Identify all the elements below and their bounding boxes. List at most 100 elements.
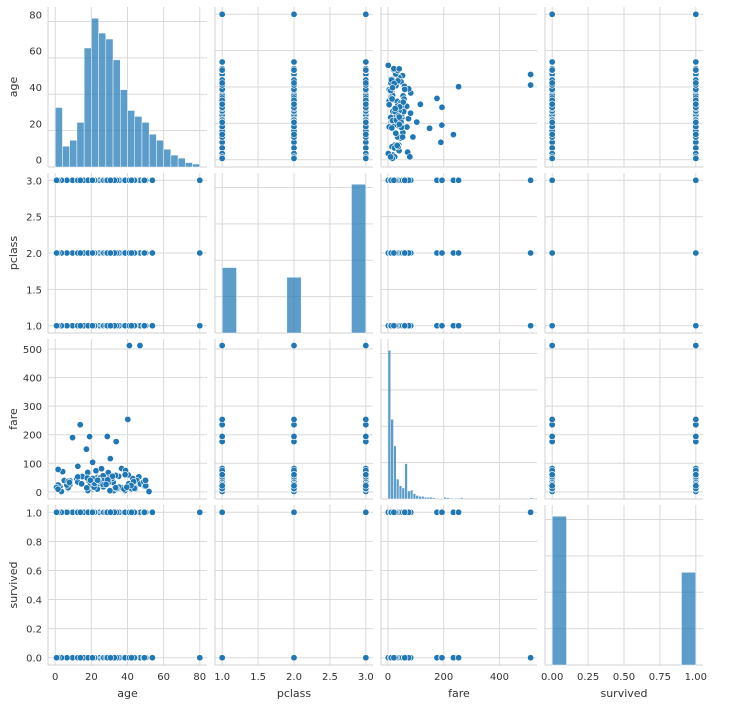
point-fare-vs-pclass-176: [362, 482, 370, 490]
hist-bar-fare-1: [390, 419, 394, 500]
point-pclass-vs-fare-38: [455, 322, 463, 330]
panel-survived-vs-age: [47, 505, 207, 666]
xtick-label-pclass: 2.0: [286, 672, 302, 683]
hist-bar-fare-13: [423, 496, 428, 500]
point-age-vs-pclass-119: [290, 154, 298, 162]
point-age-vs-pclass-67: [218, 58, 226, 66]
point-survived-vs-fare-38: [455, 654, 463, 662]
point-fare-vs-age-32: [69, 434, 77, 442]
point-age-vs-pclass-69: [218, 118, 226, 126]
point-pclass-vs-fare-119: [438, 249, 446, 257]
point-pclass-vs-age-203: [140, 176, 148, 184]
point-age-vs-pclass-203: [362, 66, 370, 74]
point-fare-vs-pclass-54: [218, 482, 226, 490]
point-pclass-vs-fare-121: [527, 249, 535, 257]
panel-survived-vs-survived: [544, 505, 703, 666]
hist-bar-fare-4: [398, 485, 403, 500]
hist-bar-fare-0: [387, 349, 392, 500]
point-fare-vs-pclass-99: [290, 415, 298, 423]
point-pclass-vs-fare-60: [527, 322, 535, 330]
point-pclass-vs-age-133: [128, 249, 136, 257]
point-fare-vs-age-97: [83, 484, 91, 492]
hist-bar-fare-12: [421, 496, 425, 500]
point-fare-vs-pclass-59: [218, 471, 226, 479]
point-fare-vs-age-105: [54, 465, 62, 473]
point-fare-vs-survived-119: [692, 432, 700, 440]
panel-survived-vs-pclass: [214, 505, 373, 666]
hist-bar-pclass-0: [221, 267, 237, 334]
point-fare-vs-survived-121: [692, 342, 700, 350]
point-age-vs-fare-7: [416, 100, 424, 108]
point-pclass-vs-age-61: [140, 322, 148, 330]
hist-bar-age-14: [156, 139, 164, 168]
hist-bar-age-16: [170, 154, 179, 168]
point-fare-vs-pclass-181: [362, 471, 370, 479]
hist-bar-pclass-2: [351, 183, 367, 334]
xtick-label-fare: 400: [490, 672, 509, 683]
point-fare-vs-age-27: [74, 462, 82, 470]
panel-age-vs-pclass: [214, 7, 373, 168]
point-age-vs-pclass-204: [362, 79, 370, 87]
ytick-label-fare: 200: [23, 431, 42, 442]
point-survived-vs-pclass-2: [290, 654, 298, 662]
point-survived-vs-age-133: [128, 508, 136, 516]
point-fare-vs-age-117: [65, 478, 73, 486]
point-pclass-vs-fare-115: [390, 249, 398, 257]
point-fare-vs-age-121: [136, 342, 144, 350]
yaxis-label-pclass: pclass: [7, 236, 20, 271]
hist-bar-fare-2: [393, 445, 397, 500]
yaxis-label-fare: fare: [7, 408, 20, 430]
point-pclass-vs-age-64: [106, 322, 114, 330]
yaxis-label-survived: survived: [7, 561, 20, 608]
point-age-vs-fare-120: [527, 81, 535, 89]
point-pclass-vs-age-62: [128, 322, 136, 330]
point-age-vs-survived-69: [548, 118, 556, 126]
point-age-vs-fare-99: [413, 118, 421, 126]
point-fare-vs-pclass-121: [290, 342, 298, 350]
point-survived-vs-fare-99: [455, 508, 463, 516]
hist-bar-age-3: [76, 122, 85, 168]
hist-bar-fare-6: [404, 463, 408, 500]
xtick-label-pclass: 3.0: [358, 672, 374, 683]
point-age-vs-survived-70: [548, 10, 556, 18]
point-survived-vs-age-69: [88, 654, 96, 662]
hist-bar-age-11: [134, 116, 143, 168]
point-survived-vs-age-67: [148, 654, 156, 662]
xtick-label-age: 60: [157, 672, 170, 683]
xtick-label-survived: 1.00: [685, 672, 707, 683]
xaxis-label-survived: survived: [600, 687, 647, 700]
point-age-vs-fare-53: [407, 109, 415, 117]
point-fare-vs-survived-60: [548, 342, 556, 350]
point-age-vs-survived-135: [692, 100, 700, 108]
hist-bar-age-4: [83, 47, 92, 168]
ytick-label-survived: 0.0: [26, 654, 42, 665]
ytick-label-age: 60: [29, 47, 42, 58]
point-pclass-vs-age-48: [53, 322, 61, 330]
point-age-vs-pclass-138: [290, 58, 298, 66]
panel-fare-vs-age: [47, 339, 207, 500]
point-age-vs-pclass-206: [362, 100, 370, 108]
point-pclass-vs-survived-5: [692, 176, 700, 184]
point-pclass-vs-age-135: [106, 249, 114, 257]
point-pclass-vs-age-204: [128, 176, 136, 184]
hist-bar-fare-22: [460, 497, 464, 500]
point-age-vs-pclass-190: [362, 154, 370, 162]
ytick-label-fare: 500: [23, 345, 42, 356]
point-age-vs-pclass-141: [290, 10, 298, 18]
point-fare-vs-pclass-58: [218, 432, 226, 440]
point-age-vs-fare-37: [392, 129, 400, 137]
hist-bar-fare-23: [529, 497, 534, 500]
point-pclass-vs-age-141: [196, 249, 204, 257]
point-fare-vs-age-120: [125, 342, 133, 350]
xtick-label-survived: 0.25: [577, 672, 599, 683]
point-age-vs-survived-137: [692, 130, 700, 138]
xtick-label-age: 20: [85, 672, 98, 683]
hist-bar-fare-18: [446, 497, 450, 500]
point-survived-vs-fare-120: [401, 508, 409, 516]
point-fare-vs-age-111: [86, 476, 94, 484]
point-pclass-vs-fare-176: [390, 176, 398, 184]
point-survived-vs-age-64: [106, 654, 114, 662]
point-age-vs-survived-48: [548, 154, 556, 162]
point-age-vs-survived-119: [692, 154, 700, 162]
